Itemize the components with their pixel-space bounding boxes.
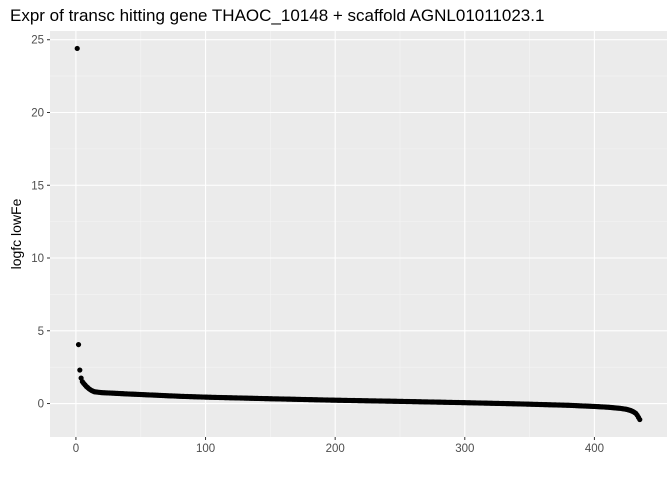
y-axis-ticks: 0 5 10 15 20 25 [31, 35, 50, 411]
data-point [75, 341, 82, 348]
data-point [637, 416, 643, 423]
grid-major [50, 31, 667, 437]
x-tick-label: 0 [73, 443, 79, 455]
y-tick-label: 15 [31, 180, 44, 192]
x-tick-label: 200 [326, 443, 345, 455]
data-point [77, 367, 83, 373]
x-tick-label: 100 [196, 443, 215, 455]
x-tick-label: 400 [585, 443, 604, 455]
y-tick-label: 5 [38, 326, 44, 338]
chart-title: Expr of transc hitting gene THAOC_10148 … [10, 6, 544, 25]
grid-minor [50, 31, 667, 437]
y-axis-title: logfc lowFe [8, 198, 24, 269]
data-points [74, 45, 643, 423]
y-tick-label: 0 [38, 399, 44, 411]
x-tick-label: 300 [455, 443, 474, 455]
y-tick-label: 25 [31, 35, 44, 47]
y-tick-label: 10 [31, 253, 44, 265]
data-point [74, 45, 80, 52]
x-axis-ticks: 0 100 200 300 400 [73, 437, 604, 455]
plot-panel [50, 31, 667, 437]
y-tick-label: 20 [31, 107, 44, 119]
